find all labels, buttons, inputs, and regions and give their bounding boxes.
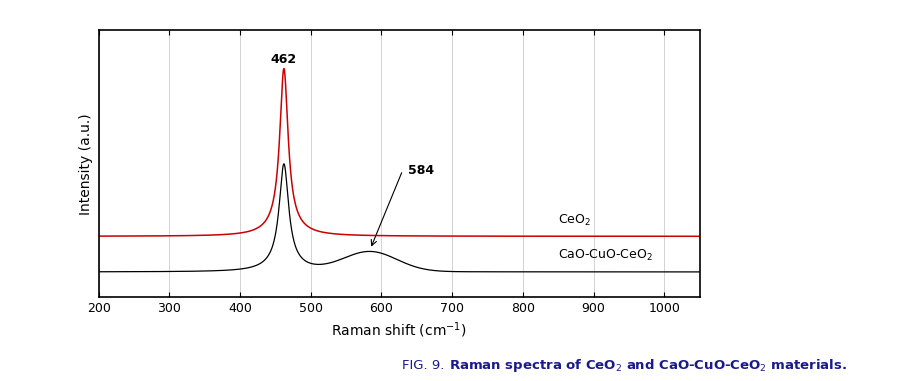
Y-axis label: Intensity (a.u.): Intensity (a.u.) bbox=[79, 113, 93, 215]
Text: CaO-CuO-CeO$_2$: CaO-CuO-CeO$_2$ bbox=[558, 248, 653, 263]
Text: CeO$_2$: CeO$_2$ bbox=[558, 213, 591, 228]
X-axis label: Raman shift (cm$^{-1}$): Raman shift (cm$^{-1}$) bbox=[331, 320, 467, 340]
Text: Raman spectra of CeO$_2$ and CaO-CuO-CeO$_2$ materials.: Raman spectra of CeO$_2$ and CaO-CuO-CeO… bbox=[448, 357, 847, 374]
Text: 462: 462 bbox=[271, 53, 297, 66]
Text: FIG. 9.: FIG. 9. bbox=[402, 359, 448, 372]
Text: 584: 584 bbox=[408, 164, 434, 177]
